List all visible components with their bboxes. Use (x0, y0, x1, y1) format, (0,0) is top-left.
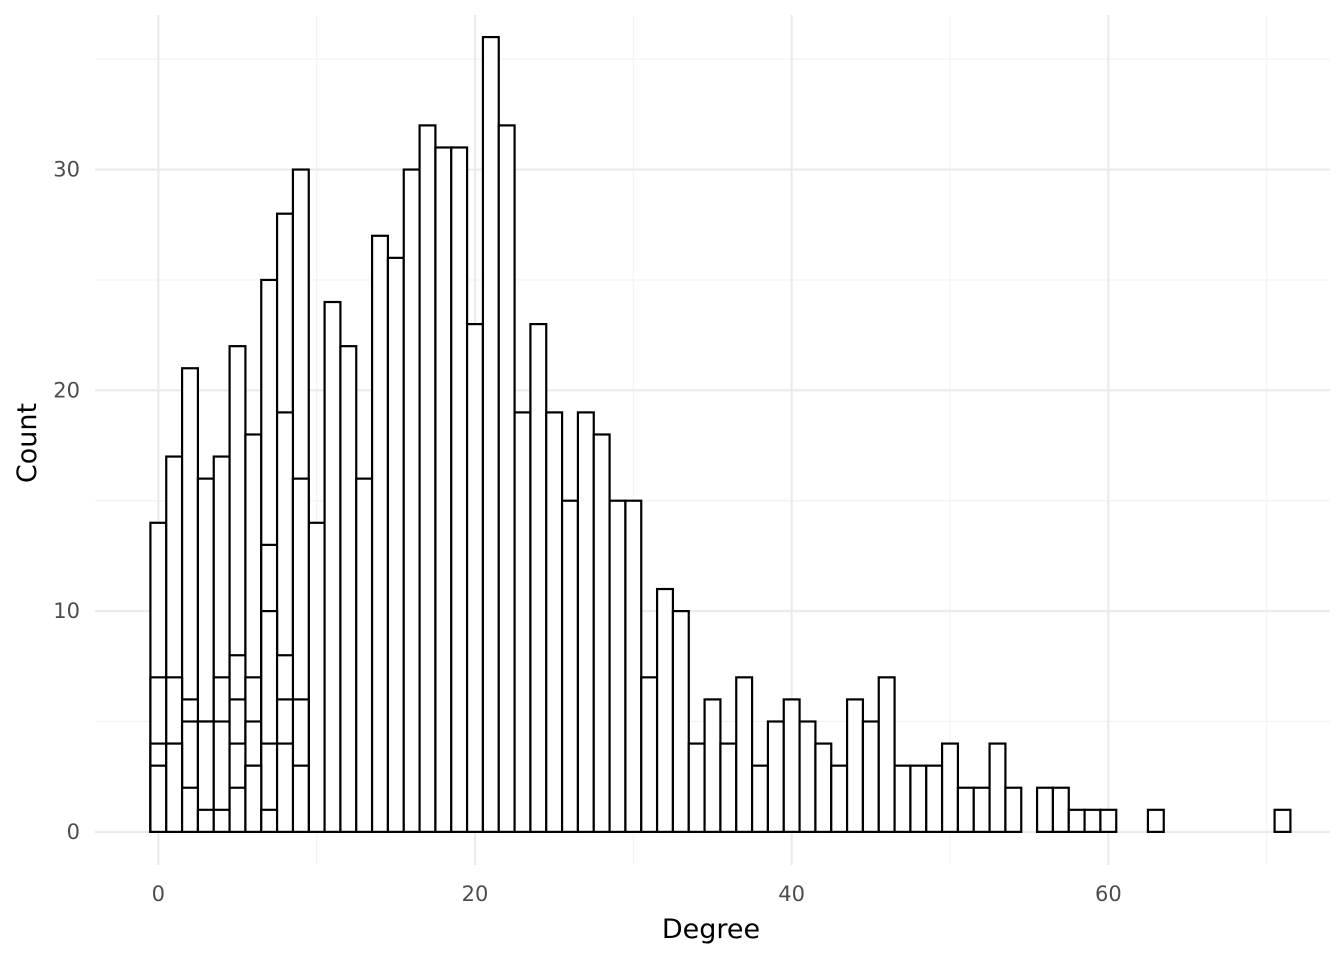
histogram-bar (149, 764, 168, 833)
histogram-bar (830, 764, 849, 833)
histogram-bar (560, 499, 580, 833)
histogram-bar (893, 764, 912, 833)
histogram-bar (798, 720, 817, 833)
histogram-bar (1035, 786, 1055, 833)
histogram-bar (608, 499, 627, 833)
histogram-bar (418, 124, 437, 833)
histogram-bar (355, 477, 374, 833)
histogram-bar (275, 742, 295, 833)
histogram-bar (845, 698, 865, 833)
histogram-bar (735, 676, 754, 833)
histogram-bars (149, 35, 1292, 833)
histogram-bar (988, 742, 1007, 833)
histogram-bar (545, 411, 564, 833)
histogram-bar (165, 742, 184, 833)
histogram-bar (640, 676, 659, 833)
histogram-bar (750, 764, 770, 833)
histogram-bar (719, 742, 738, 833)
y-tick-label: 30 (53, 158, 80, 182)
x-tick-label: 20 (462, 882, 489, 906)
histogram-bar (1067, 808, 1086, 833)
y-tick-label: 10 (53, 599, 80, 623)
y-axis-ticks: 0 10 20 30 (53, 158, 80, 844)
histogram-bar (1004, 786, 1023, 833)
histogram-bar (339, 345, 358, 833)
y-axis-title: Count (12, 403, 43, 483)
histogram-bar (1099, 808, 1118, 833)
histogram-bar (513, 411, 532, 833)
histogram-bar (1273, 808, 1292, 833)
histogram-bar (861, 720, 880, 833)
histogram-bar (180, 786, 200, 833)
histogram-bar (370, 234, 390, 833)
histogram-bar (497, 124, 516, 833)
histogram-bar (956, 786, 975, 833)
x-tick-label: 0 (152, 882, 165, 906)
histogram-bar (687, 742, 706, 833)
x-tick-label: 40 (778, 882, 805, 906)
histogram-bar (655, 587, 675, 833)
histogram-bar (260, 808, 279, 833)
histogram-bar (624, 499, 643, 833)
histogram-bar (576, 411, 595, 833)
y-tick-label: 20 (53, 378, 80, 402)
histogram-bar (481, 35, 500, 833)
histogram-bar (814, 742, 833, 833)
histogram-bar (925, 764, 944, 833)
x-axis-ticks: 0 20 40 60 (152, 882, 1122, 906)
histogram-bar (1051, 786, 1070, 833)
histogram-bar (1083, 808, 1102, 833)
histogram-bar (529, 322, 548, 833)
x-axis-title: Degree (662, 914, 760, 945)
histogram-bar (782, 698, 801, 833)
histogram-bar (196, 808, 215, 833)
histogram-bar (386, 256, 405, 833)
histogram-bar (450, 146, 469, 833)
histogram-bar (1146, 808, 1165, 833)
histogram-bar (465, 322, 485, 833)
x-tick-label: 60 (1095, 882, 1122, 906)
histogram-bar (592, 433, 611, 833)
histogram-bar (671, 610, 690, 833)
histogram-bar (323, 300, 342, 833)
histogram-bar (766, 720, 785, 833)
histogram-bar (402, 168, 421, 833)
histogram-bar (244, 764, 263, 833)
histogram-bar (212, 808, 231, 833)
histogram-bar (307, 521, 326, 833)
histogram-bar (909, 764, 928, 833)
histogram-bar (228, 786, 247, 833)
histogram-bar (972, 786, 991, 833)
histogram-bar (434, 146, 453, 833)
y-tick-label: 0 (67, 820, 80, 844)
histogram-bar (703, 698, 722, 833)
histogram-bar (291, 764, 310, 833)
histogram-bar (877, 676, 896, 833)
histogram-bar (940, 742, 960, 833)
